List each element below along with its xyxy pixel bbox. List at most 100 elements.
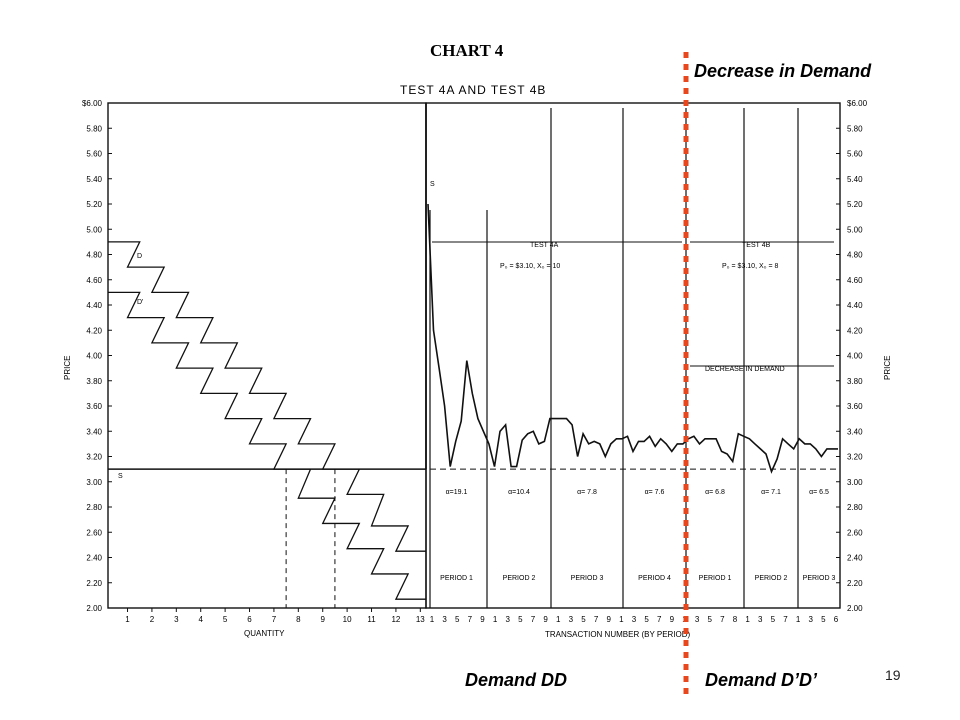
left-y-tick-label: 5.00: [86, 225, 102, 234]
period-label: PERIOD 1: [440, 575, 473, 582]
right-y-tick-label: 3.40: [847, 427, 863, 436]
left-y-tick-label: 5.40: [86, 175, 102, 184]
left-y-tick-label: 5.60: [86, 150, 102, 159]
left-x-tick-label: 3: [174, 615, 179, 624]
left-y-tick-label: 2.20: [86, 579, 102, 588]
slide-number: 19: [885, 667, 901, 683]
right-x-tick-label: 7: [468, 615, 473, 624]
right-x-tick-label: 5: [821, 615, 826, 624]
alpha-label: α= 7.8: [577, 489, 597, 496]
right-x-tick-label: 3: [442, 615, 447, 624]
right-x-tick-label: 3: [758, 615, 763, 624]
period-label: PERIOD 3: [803, 575, 836, 582]
right-y-tick-label: $6.00: [847, 99, 868, 108]
left-y-tick-label: 4.00: [86, 352, 102, 361]
period-label: PERIOD 4: [638, 575, 671, 582]
left-y-tick-label: 4.40: [86, 301, 102, 310]
left-y-tick-label: 4.60: [86, 276, 102, 285]
left-y-tick-label: 3.20: [86, 453, 102, 462]
right-x-tick-label: 1: [796, 615, 801, 624]
right-x-tick-label: 5: [708, 615, 713, 624]
alpha-label: α= 7.1: [761, 489, 781, 496]
right-x-tick-label: 7: [720, 615, 725, 624]
left-y-tick-label: 3.00: [86, 478, 102, 487]
left-x-tick-label: 1: [125, 615, 130, 624]
right-y-tick-label: 3.20: [847, 453, 863, 462]
left-y-tick-label: $6.00: [82, 99, 103, 108]
test-4a-params: P₀ = $3.10, X₀ = 10: [500, 263, 560, 270]
overlay-title: Decrease in Demand: [694, 61, 872, 81]
right-x-tick-label: 1: [493, 615, 498, 624]
label-s: S: [118, 473, 123, 480]
left-y-tick-label: 3.40: [86, 427, 102, 436]
right-x-tick-label: 1: [745, 615, 750, 624]
left-y-tick-label: 5.20: [86, 200, 102, 209]
right-x-tick-label: 1: [556, 615, 561, 624]
right-y-tick-label: 5.40: [847, 175, 863, 184]
period-label: PERIOD 1: [699, 575, 732, 582]
right-panel: $6.00 5.80 5.60 5.40 5.20 5.00 4.80 4.60 4.40 4.2…: [425, 99, 868, 624]
left-y-tick-label: 2.60: [86, 528, 102, 537]
left-y-tick-label: 3.80: [86, 377, 102, 386]
right-y-tick-label: 5.00: [847, 225, 863, 234]
left-y-tick-label: 3.60: [86, 402, 102, 411]
right-y-tick-label: 4.60: [847, 276, 863, 285]
right-x-tick-label: 9: [670, 615, 675, 624]
series-d-line: [108, 241, 426, 552]
right-x-tick-label: 3: [632, 615, 637, 624]
decrease-in-demand-label: DECREASE IN DEMAND: [705, 366, 785, 373]
right-y-tick-label: 4.40: [847, 301, 863, 310]
demand-dd-label: Demand DD: [465, 670, 567, 690]
left-y-tick-label: 2.00: [86, 604, 102, 613]
left-y-tick-label: 2.40: [86, 554, 102, 563]
left-x-tick-label: 12: [391, 615, 400, 624]
chart-title: CHART 4: [430, 41, 504, 60]
left-x-tick-label: 2: [150, 615, 155, 624]
label-d-prime: D': [137, 299, 143, 306]
left-y-tick-label: 2.80: [86, 503, 102, 512]
left-y-tick-label: 4.20: [86, 326, 102, 335]
right-x-tick-label: 7: [657, 615, 662, 624]
right-x-tick-label: 6: [834, 615, 839, 624]
left-x-tick-label: 13: [416, 615, 425, 624]
left-x-tick-label: 11: [367, 615, 376, 624]
period-label: PERIOD 3: [571, 575, 604, 582]
test-4b-label: TEST 4B: [742, 242, 771, 249]
right-y-tick-label: 5.80: [847, 124, 863, 133]
right-x-tick-label: 5: [771, 615, 776, 624]
right-y-tick-label: 4.00: [847, 352, 863, 361]
label-s-right: S: [430, 181, 435, 188]
left-x-tick-label: 8: [296, 615, 301, 624]
right-x-tick-label: 3: [695, 615, 700, 624]
period-label: PERIOD 2: [755, 575, 788, 582]
left-x-tick-label: 4: [198, 615, 203, 624]
alpha-label: α=19.1: [446, 489, 468, 496]
left-x-tick-label: 5: [223, 615, 228, 624]
alpha-label: α= 7.6: [645, 489, 665, 496]
right-x-tick-label: 5: [644, 615, 649, 624]
right-y-tick-label: 2.20: [847, 579, 863, 588]
right-x-tick-label: 3: [506, 615, 511, 624]
right-x-tick-label: 9: [607, 615, 612, 624]
right-y-tick-label: 5.60: [847, 150, 863, 159]
right-x-tick-label: 5: [455, 615, 460, 624]
right-x-tick-label: 7: [594, 615, 599, 624]
right-y-tick-label: 5.20: [847, 200, 863, 209]
right-y-tick-label: 3.00: [847, 478, 863, 487]
test-4b-params: P₀ = $3.10, X₀ = 8: [722, 263, 779, 270]
left-x-tick-label: 10: [343, 615, 352, 624]
chart-subtitle: TEST 4A AND TEST 4B: [400, 83, 546, 97]
right-y-tick-label: 2.40: [847, 554, 863, 563]
right-x-tick-label: 7: [783, 615, 788, 624]
right-y-tick-label: 3.80: [847, 377, 863, 386]
left-y-tick-label: 5.80: [86, 124, 102, 133]
annotation-overlay: Decrease in Demand Demand DD Demand D’D’…: [465, 52, 901, 694]
right-x-tick-label: 5: [581, 615, 586, 624]
left-x-tick-label: 6: [247, 615, 252, 624]
alpha-label: α= 6.5: [809, 489, 829, 496]
left-x-tick-label: 9: [320, 615, 325, 624]
right-x-tick-label: 3: [809, 615, 814, 624]
right-x-tick-label: 8: [733, 615, 738, 624]
right-y-tick-label: 3.60: [847, 402, 863, 411]
